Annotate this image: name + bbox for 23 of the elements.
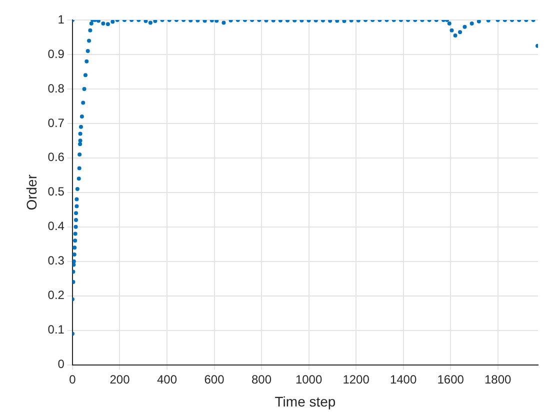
x-axis-title: Time step — [274, 393, 336, 410]
x-tick-label: 1600 — [437, 372, 464, 386]
x-tick-label: 400 — [156, 372, 178, 386]
y-tick-label: 0 — [58, 357, 65, 372]
x-tick-label: 1000 — [295, 372, 322, 386]
y-tick-label: 0.9 — [48, 46, 65, 61]
y-tick-label: 1 — [58, 12, 65, 26]
y-axis-title: Order — [23, 174, 40, 210]
x-tick-label: 800 — [252, 372, 272, 386]
y-tick-label: 0.3 — [48, 254, 65, 268]
y-tick-label: 0.8 — [48, 81, 65, 96]
x-tick-label: 1400 — [390, 372, 417, 386]
x-tick-label: 1800 — [484, 372, 512, 386]
y-tick-label: 0.7 — [48, 116, 65, 130]
y-tick-label: 0.2 — [48, 288, 65, 302]
y-tick-label: 0.5 — [48, 184, 65, 199]
y-tick-label: 0.4 — [48, 219, 65, 234]
x-tick-label: 600 — [204, 372, 225, 386]
y-tick-label: 0.1 — [48, 322, 65, 337]
x-tick-label: 200 — [110, 372, 130, 386]
x-tick-label: 1200 — [342, 372, 370, 386]
y-tick-label: 0.6 — [48, 150, 65, 164]
x-tick-label: 0 — [69, 372, 76, 386]
